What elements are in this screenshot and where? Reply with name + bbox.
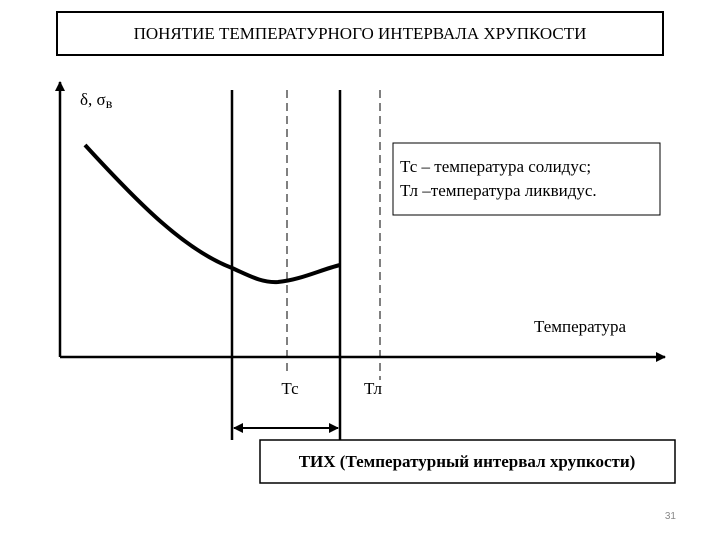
title: ПОНЯТИЕ ТЕМПЕРАТУРНОГО ИНТЕРВАЛА ХРУПКОС…: [134, 24, 587, 43]
legend-text: Тс – температура солидус;: [400, 157, 591, 176]
interval-box: [259, 439, 676, 484]
x-axis-label: Температура: [534, 317, 626, 336]
legend-box: [392, 142, 661, 216]
y-axis-label: δ, σв: [80, 90, 113, 112]
page-number: 31: [665, 511, 677, 522]
tick-label: Тс: [281, 379, 299, 398]
title-box: [56, 11, 664, 56]
curve: [83, 143, 341, 285]
legend-text: Тл –температура ликвидус.: [400, 181, 597, 200]
interval-label: ТИХ (Температурный интервал хрупкости): [299, 452, 636, 471]
tick-label: Тл: [364, 379, 383, 398]
